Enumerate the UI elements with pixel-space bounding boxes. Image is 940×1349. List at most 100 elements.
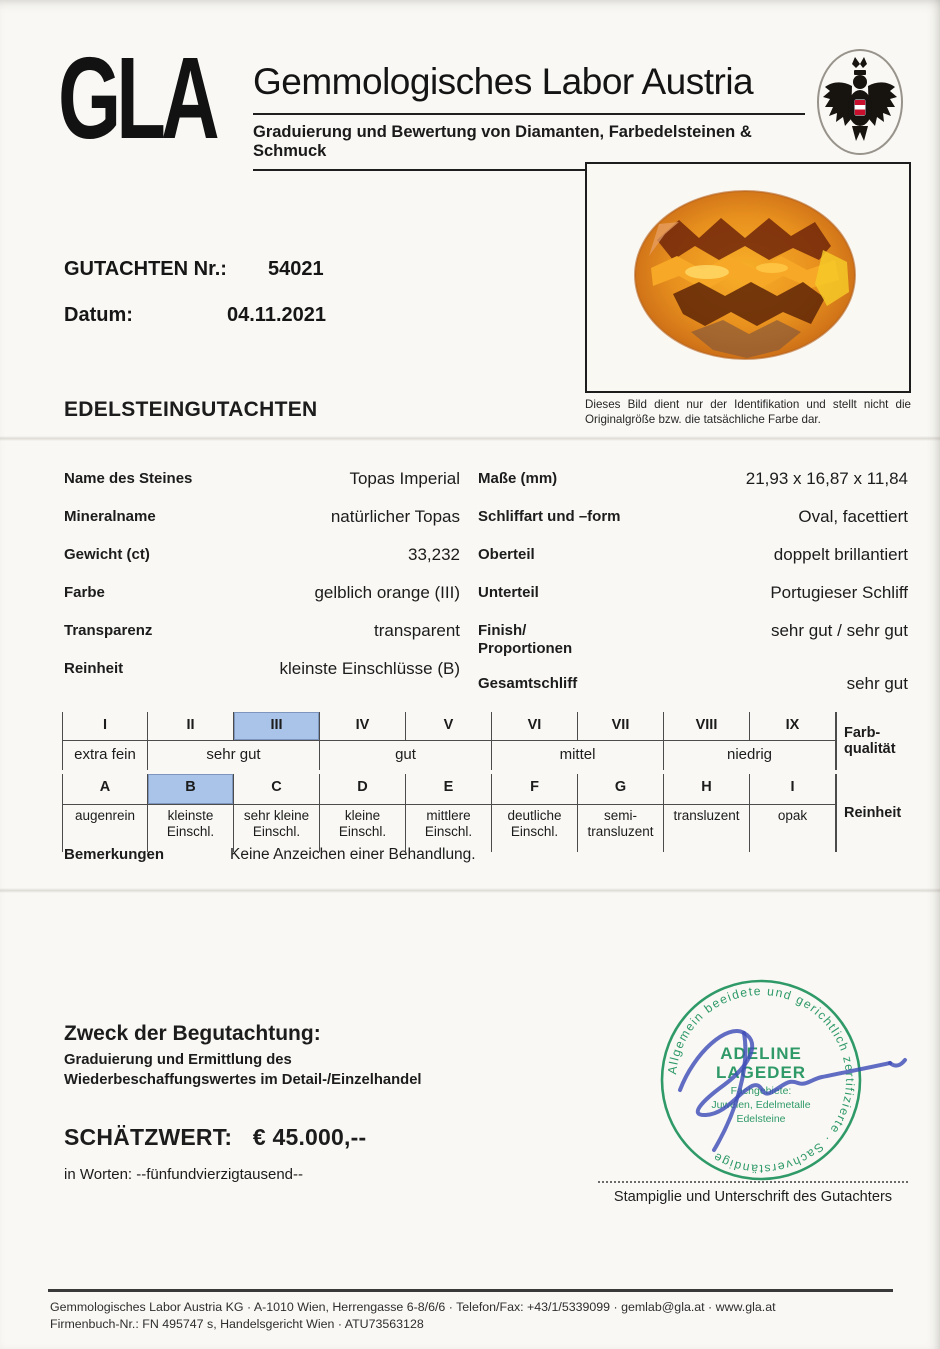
color-axis-label: Farb-qualität — [836, 712, 908, 770]
remarks-label: Bemerkungen — [64, 846, 165, 863]
clarity-grade-I: I — [750, 774, 836, 804]
property-label-text: Mineralname — [64, 508, 156, 525]
clarity-description: kleinste Einschl. — [148, 804, 234, 852]
property-row: Reinheit kleinste Einschlüsse (B) — [64, 658, 460, 681]
property-label-text: Transparenz — [64, 622, 153, 639]
property-row: Transparenz transparent — [64, 620, 460, 643]
property-value: 33,232 — [408, 545, 460, 564]
purpose-line: Wiederbeschaffungswertes im Detail-/Einz… — [64, 1072, 422, 1088]
estimated-value-amount: € 45.000,-- — [252, 1124, 367, 1150]
property-label: Oberteil — [478, 544, 535, 564]
property-label: Maße (mm) — [478, 468, 557, 488]
report-date-value: 04.11.2021 — [227, 304, 326, 326]
report-number-label: GUTACHTEN Nr.: — [64, 258, 227, 280]
report-number-value: 54021 — [268, 258, 324, 280]
color-grade-V: V — [406, 712, 492, 740]
color-band: sehr gut — [148, 740, 320, 770]
color-band: niedrig — [664, 740, 836, 770]
property-row: Oberteil doppelt brillantiert — [478, 544, 908, 567]
property-label-text: Reinheit — [64, 660, 124, 677]
estimated-value-row: SCHÄTZWERT: € 45.000,-- — [64, 1124, 366, 1151]
property-label: Unterteil — [478, 582, 539, 602]
purpose-title: Zweck der Begutachtung: — [64, 1022, 321, 1045]
property-value: Topas Imperial — [349, 469, 460, 488]
clarity-description: transluzent — [664, 804, 750, 852]
property-label: Finish/Proportionen — [478, 620, 572, 658]
color-grade-IV: IV — [320, 712, 406, 740]
property-label: Transparenz — [64, 620, 152, 640]
property-label-text: Finish/ — [478, 622, 527, 639]
color-band: gut — [320, 740, 492, 770]
clarity-grade-E: E — [406, 774, 492, 804]
property-row: Farbe gelblich orange (III) — [64, 582, 460, 605]
clarity-description: kleine Einschl. — [320, 804, 406, 852]
subtitle-rule — [253, 169, 805, 171]
paper-crease — [0, 888, 940, 893]
clarity-grade-F: F — [492, 774, 578, 804]
color-grade-VII: VII — [578, 712, 664, 740]
property-label: Reinheit — [64, 658, 123, 678]
clarity-description: sehr kleine Einschl. — [234, 804, 320, 852]
property-label-text: Unterteil — [478, 584, 539, 601]
property-label-text: Farbe — [64, 584, 105, 601]
clarity-grade-A: A — [62, 774, 148, 804]
color-grade-III: III — [234, 712, 320, 740]
footer-line: Firmenbuch-Nr.: FN 495747 s, Handelsgeri… — [50, 1317, 424, 1331]
gemstone-photo — [634, 190, 856, 360]
property-label: Schliffart und –form — [478, 506, 621, 526]
property-value: Oval, facettiert — [798, 507, 908, 526]
property-row: Maße (mm) 21,93 x 16,87 x 11,84 — [478, 468, 908, 491]
property-row: Finish/Proportionen sehr gut / sehr gut — [478, 620, 908, 658]
property-label-text: Proportionen — [478, 640, 573, 657]
clarity-description: opak — [750, 804, 836, 852]
color-grade-I: I — [62, 712, 148, 740]
scale-rule — [62, 740, 836, 741]
estimated-value-label: SCHÄTZWERT: — [64, 1124, 233, 1150]
stamp-name-line: LAGEDER — [716, 1063, 806, 1082]
scale-rule — [62, 804, 836, 805]
title-rule — [253, 113, 805, 115]
property-value: sehr gut — [846, 674, 908, 693]
certifier-stamp: Allgemein beeidete und gerichtlich zerti… — [660, 979, 862, 1181]
header-title-block: Gemmologisches Labor Austria Graduierung… — [253, 60, 805, 171]
clarity-axis-label: Reinheit — [836, 774, 908, 852]
property-value: Portugieser Schliff — [770, 583, 908, 602]
property-value: sehr gut / sehr gut — [770, 621, 908, 640]
property-label: Farbe — [64, 582, 105, 602]
property-label: Mineralname — [64, 506, 156, 526]
austrian-eagle-emblem-icon — [817, 49, 903, 155]
report-number-row: GUTACHTEN Nr.: 54021 — [64, 258, 324, 281]
property-row: Schliffart und –form Oval, facettiert — [478, 506, 908, 529]
footer-line: Gemmologisches Labor Austria KG · A-1010… — [50, 1300, 776, 1314]
property-row: Mineralname natürlicher Topas — [64, 506, 460, 529]
remarks-value: Keine Anzeichen einer Behandlung. — [230, 846, 476, 863]
clarity-description: semi-transluzent — [578, 804, 664, 852]
property-label-text: Gewicht (ct) — [64, 546, 150, 563]
clarity-grade-C: C — [234, 774, 320, 804]
color-grade-II: II — [148, 712, 234, 740]
color-grading-scale: I II III IV V VI VII VIII IX extra fein sehr gut gu… — [62, 712, 908, 770]
clarity-description: mittlere Einschl. — [406, 804, 492, 852]
property-value: transparent — [374, 621, 460, 640]
property-row: Gesamtschliff sehr gut — [478, 673, 908, 696]
property-label-text: Maße (mm) — [478, 470, 558, 487]
stamp-field-line: Edelsteine — [736, 1113, 785, 1125]
color-grade-VIII: VIII — [664, 712, 750, 740]
signature-line — [598, 1181, 908, 1183]
gemstone-photo-frame — [585, 162, 911, 393]
property-label-text: Name des Steines — [64, 470, 193, 487]
clarity-description: deutliche Einschl. — [492, 804, 578, 852]
signature — [678, 1029, 907, 1152]
property-row: Gewicht (ct) 33,232 — [64, 544, 460, 567]
section-title: EDELSTEINGUTACHTEN — [64, 398, 318, 421]
property-row: Unterteil Portugieser Schliff — [478, 582, 908, 605]
report-date-row: Datum: 04.11.2021 — [64, 304, 326, 327]
clarity-grade-H: H — [664, 774, 750, 804]
lab-title: Gemmologisches Labor Austria — [253, 61, 754, 102]
color-band: extra fein — [62, 740, 148, 770]
property-value: kleinste Einschlüsse (B) — [279, 659, 460, 678]
footer-divider — [48, 1289, 893, 1292]
photo-caption: Dieses Bild dient nur der Identifikation… — [585, 398, 911, 426]
